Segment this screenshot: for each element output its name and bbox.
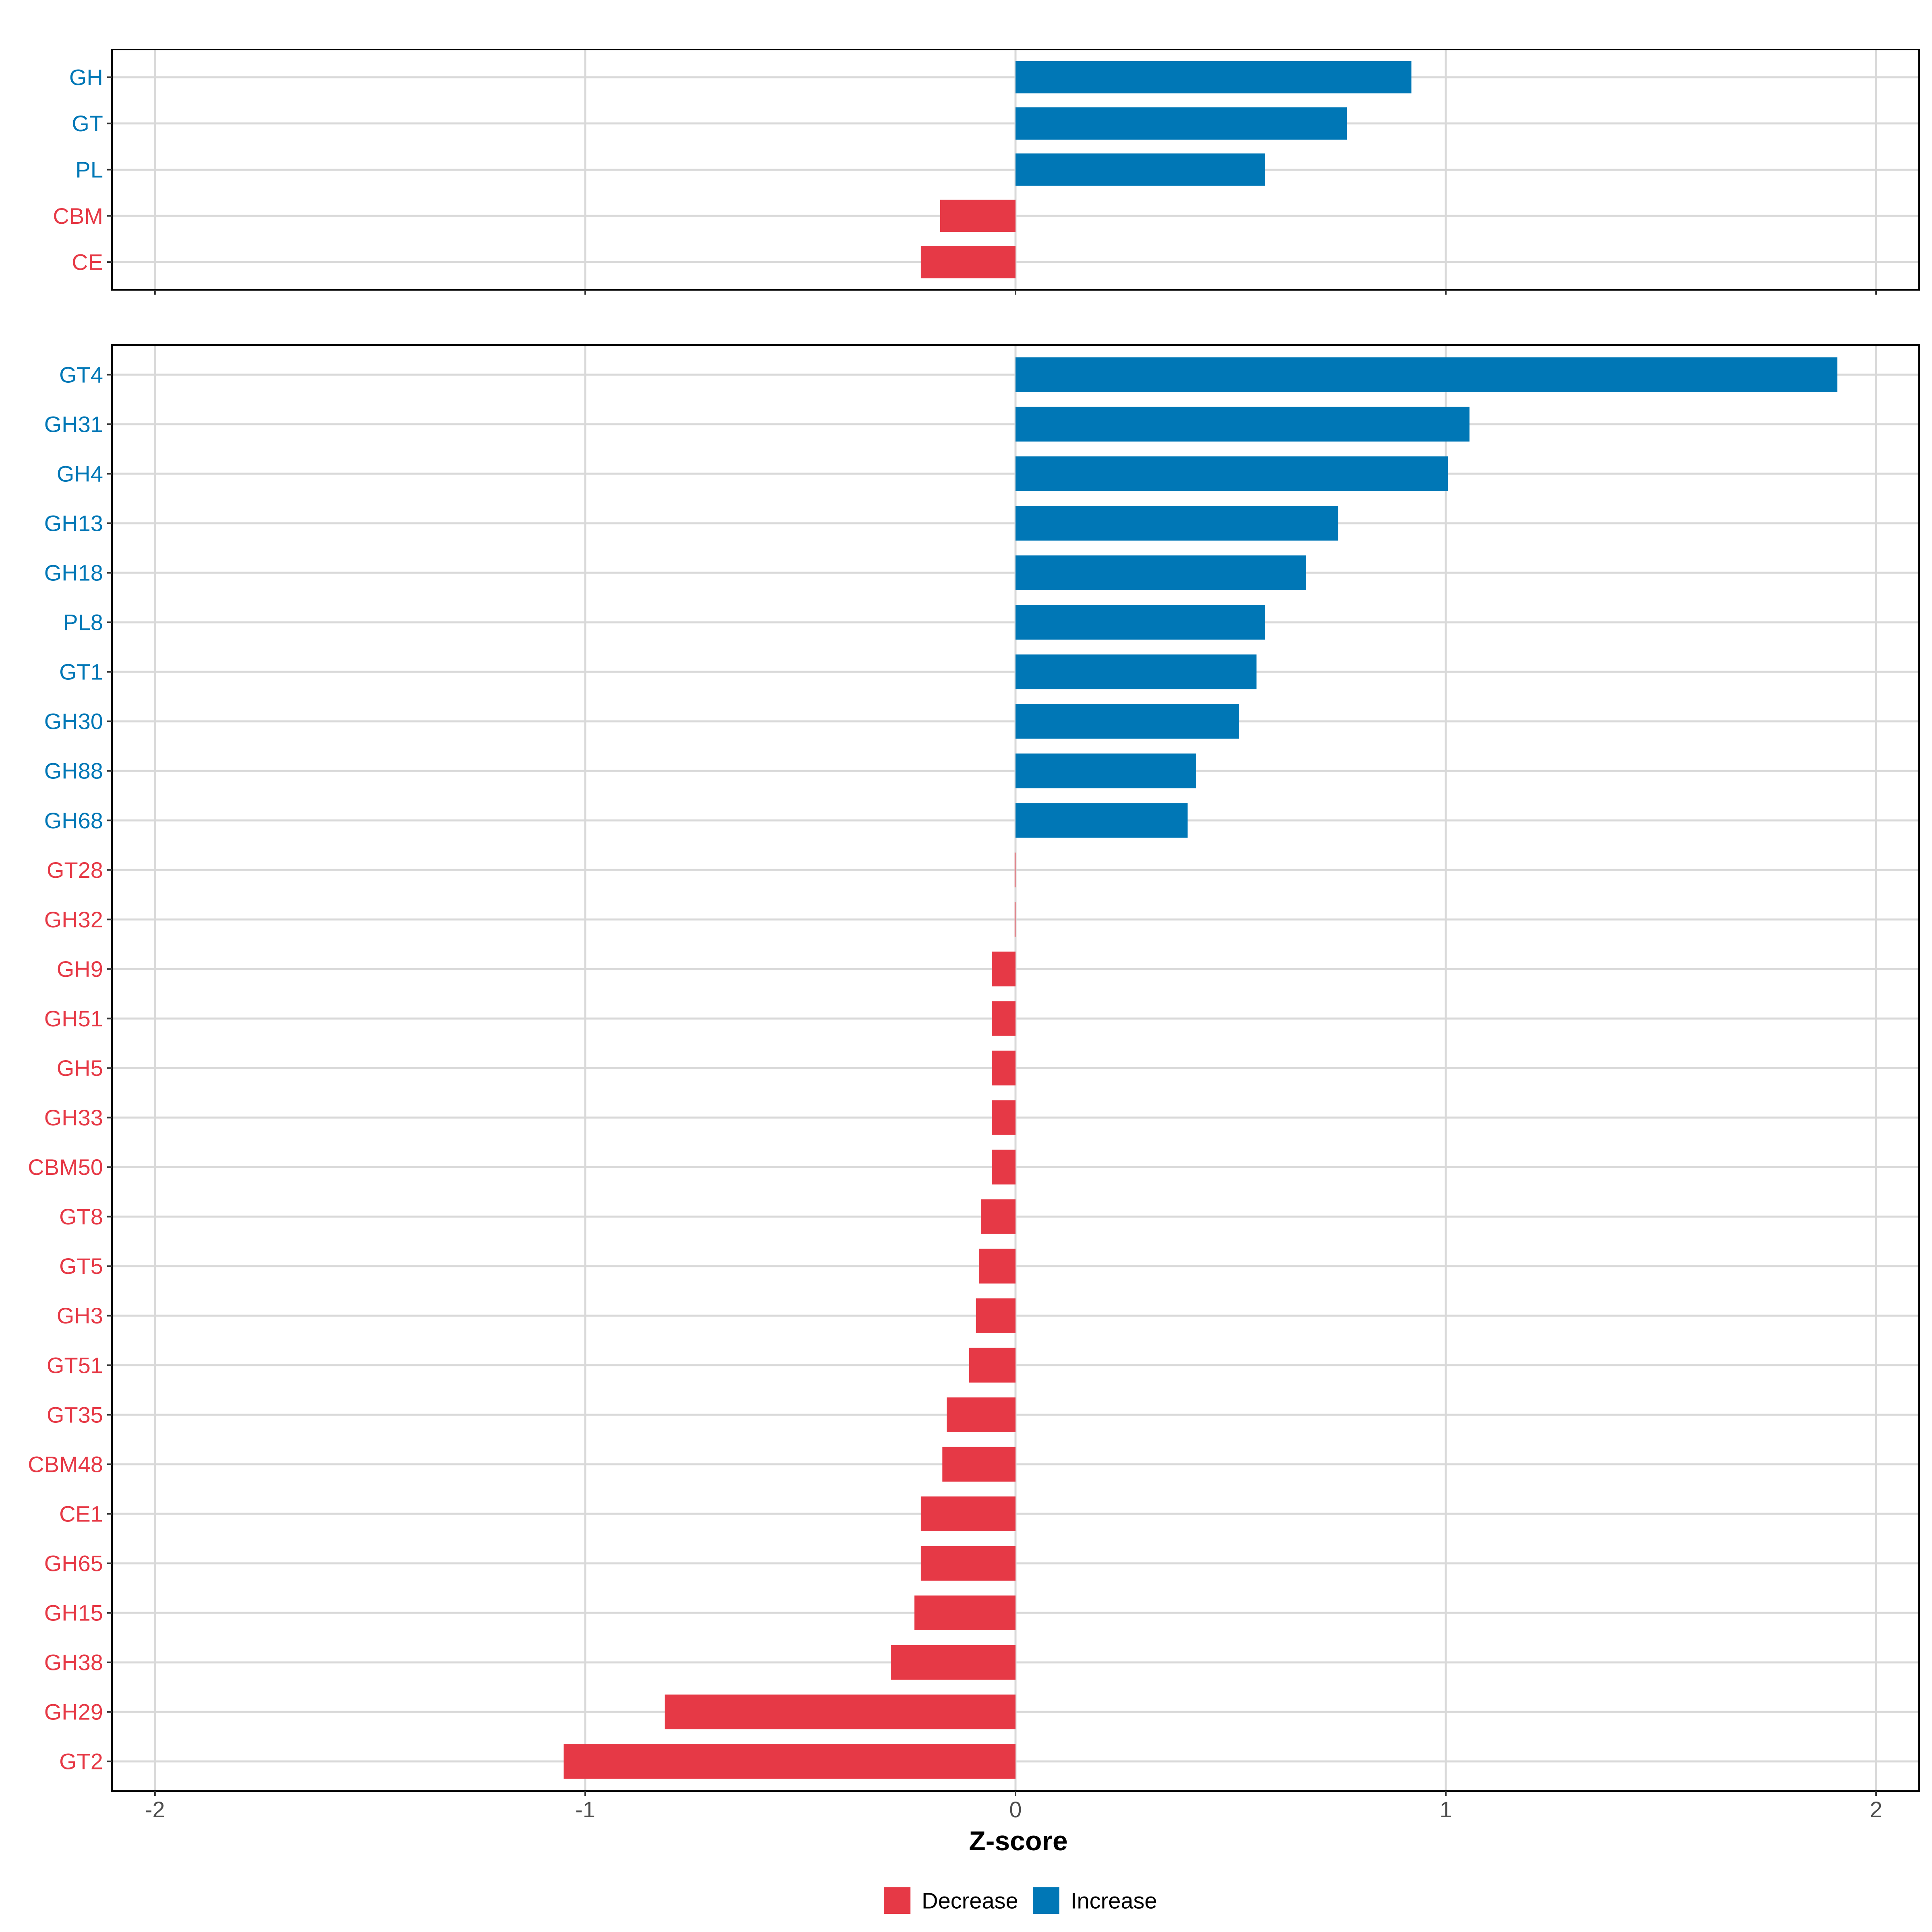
category-label-GT4: GT4: [59, 362, 103, 387]
category-label-GT8: GT8: [59, 1204, 103, 1229]
bar-GT2: [564, 1744, 1016, 1779]
category-label-GH18: GH18: [44, 560, 103, 586]
category-label-GH9: GH9: [57, 956, 103, 982]
legend: Decrease Increase: [884, 1887, 1157, 1914]
bar-CBM50: [992, 1150, 1016, 1185]
bar-GT5: [979, 1249, 1016, 1284]
bar-GH18: [1016, 555, 1306, 590]
panel-family-level: GT4 GH31 GH4 GH13 GH18 PL8 GT1 GH30 GH88 GH68 GT28…: [28, 344, 1920, 1796]
bar-GH51: [992, 1001, 1016, 1036]
bar-GH: [1016, 61, 1412, 94]
bar-GH65: [921, 1546, 1016, 1581]
bar-GH5: [992, 1051, 1016, 1086]
bar-GT35: [946, 1397, 1016, 1432]
bar-CBM: [940, 200, 1016, 232]
category-label-GT1: GT1: [59, 659, 103, 685]
x-tick-label-0: 0: [1009, 1797, 1022, 1822]
category-label-PL8: PL8: [63, 610, 103, 635]
category-label-GH3: GH3: [57, 1303, 103, 1328]
bar-GH29: [665, 1695, 1016, 1730]
bar-GH3: [976, 1298, 1016, 1333]
bar-GT51: [969, 1348, 1016, 1383]
category-label-GT28: GT28: [47, 857, 103, 883]
bar-GH88: [1016, 753, 1196, 788]
x-tick-label--1: -1: [575, 1797, 595, 1822]
bar-PL8: [1016, 605, 1265, 640]
category-label-GH: GH: [69, 64, 103, 90]
category-label-CBM: CBM: [53, 203, 103, 229]
category-label-GH88: GH88: [44, 758, 103, 784]
category-label-GH38: GH38: [44, 1650, 103, 1675]
category-label-GH51: GH51: [44, 1006, 103, 1031]
bar-GT4: [1016, 357, 1837, 392]
bar-GH30: [1016, 704, 1239, 739]
category-label-GH4: GH4: [57, 461, 103, 486]
category-label-PL: PL: [76, 157, 103, 182]
category-label-GH68: GH68: [44, 808, 103, 833]
x-tick-label-1: 1: [1439, 1797, 1452, 1822]
category-label-GT51: GT51: [47, 1352, 103, 1378]
panel-class-level: GH GT PL CBM CE: [53, 49, 1920, 295]
category-label-GH65: GH65: [44, 1550, 103, 1576]
x-tick-label-2: 2: [1870, 1797, 1882, 1822]
legend-label-decrease: Decrease: [922, 1888, 1018, 1913]
category-label-CE: CE: [72, 250, 103, 275]
category-label-CE1: CE1: [59, 1501, 103, 1526]
category-label-GT: GT: [72, 111, 103, 136]
bar-GT28: [1014, 852, 1016, 888]
category-label-GT35: GT35: [47, 1402, 103, 1427]
category-label-GH29: GH29: [44, 1699, 103, 1725]
x-axis-title: Z-score: [969, 1826, 1068, 1856]
bar-CBM48: [942, 1447, 1016, 1482]
category-label-GH5: GH5: [57, 1055, 103, 1081]
bar-GT1: [1016, 654, 1257, 689]
bar-GT: [1016, 107, 1347, 140]
bar-GH9: [992, 952, 1016, 987]
bar-CE1: [921, 1496, 1016, 1531]
category-label-GH32: GH32: [44, 907, 103, 932]
category-label-GH13: GH13: [44, 510, 103, 536]
legend-key-decrease: [884, 1887, 910, 1914]
legend-key-increase: [1033, 1887, 1059, 1914]
category-label-GH15: GH15: [44, 1600, 103, 1626]
category-label-GH33: GH33: [44, 1105, 103, 1130]
chart-panels: GHGTPLCBMCEGT4GH31GH4GH13GH18PL8GT1GH30G…: [28, 49, 1920, 1796]
bar-GH15: [914, 1595, 1016, 1631]
category-label-CBM48: CBM48: [28, 1451, 103, 1477]
bar-GH4: [1016, 456, 1448, 491]
category-label-GH31: GH31: [44, 411, 103, 437]
bar-GH33: [992, 1100, 1016, 1135]
x-tick-label--2: -2: [145, 1797, 165, 1822]
bar-GH31: [1016, 407, 1470, 442]
category-label-CBM50: CBM50: [28, 1154, 103, 1180]
bar-GH32: [1014, 902, 1016, 937]
legend-label-increase: Increase: [1071, 1888, 1157, 1913]
x-axis: -2 -1 0 1 2: [145, 1797, 1882, 1822]
category-label-GT5: GT5: [59, 1253, 103, 1279]
bar-GH68: [1016, 803, 1188, 838]
bar-GT8: [981, 1199, 1016, 1234]
category-label-GH30: GH30: [44, 709, 103, 734]
bar-PL: [1016, 153, 1265, 186]
bar-CE: [921, 246, 1016, 279]
bar-GH13: [1016, 506, 1338, 541]
category-label-GT2: GT2: [59, 1749, 103, 1774]
bar-GH38: [890, 1645, 1016, 1680]
